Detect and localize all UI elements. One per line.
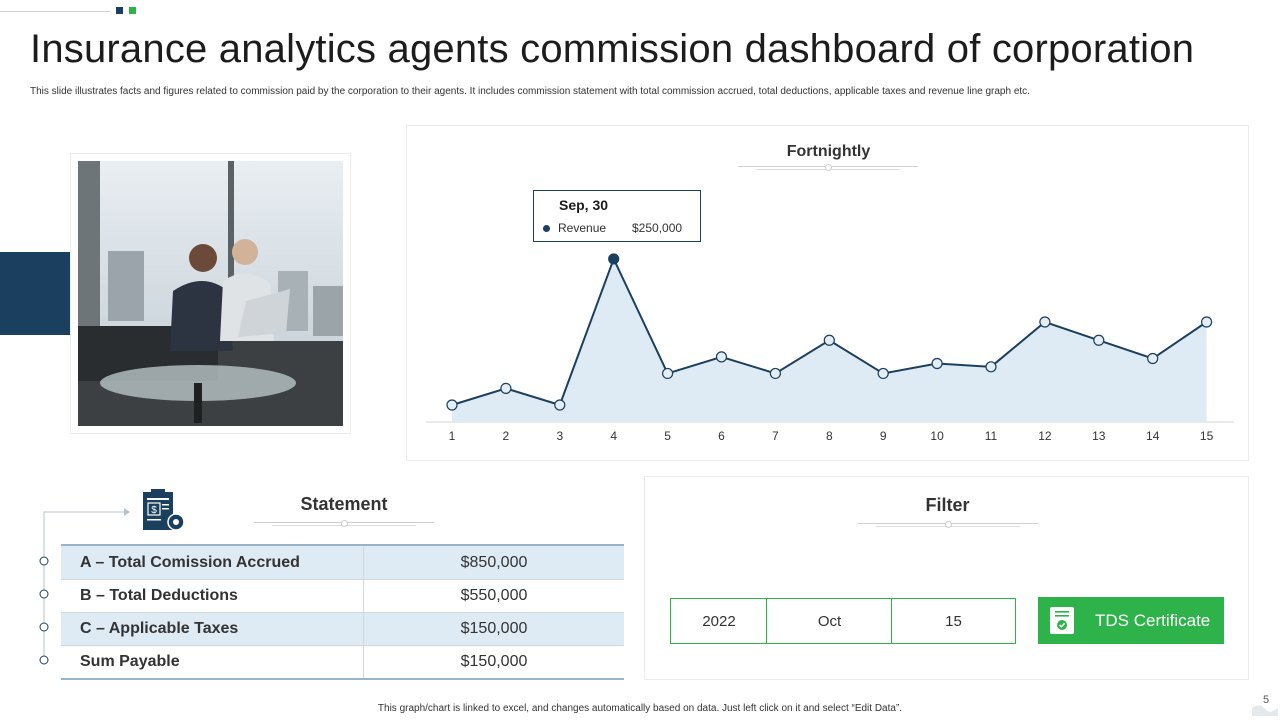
table-row: A – Total Comission Accrued $850,000 [61, 544, 624, 580]
tds-certificate-label: TDS Certificate [1095, 611, 1211, 630]
filter-title: Filter [925, 495, 970, 515]
accent-square-green [129, 7, 136, 14]
clipboard-dollar-gear-icon: $ [141, 489, 187, 533]
row-label: Sum Payable [61, 645, 364, 680]
table-row: B – Total Deductions $550,000 [61, 579, 624, 613]
accent-square-navy [116, 7, 123, 14]
filter-card: Filter 2022 Oct 15 TDS Certificate [644, 476, 1249, 680]
statement-title: Statement [300, 494, 388, 514]
commission-statement-table: A – Total Comission Accrued $850,000 B –… [61, 544, 624, 680]
chart-tooltip: Sep, 30 Revenue $250,000 [533, 190, 701, 242]
tooltip-value: $250,000 [632, 221, 683, 235]
row-label: B – Total Deductions [61, 579, 364, 613]
year-filter[interactable]: 2022 [670, 598, 768, 644]
day-filter[interactable]: 15 [891, 598, 1016, 644]
tooltip-series-name: Revenue [558, 221, 607, 235]
table-row: Sum Payable $150,000 [61, 645, 624, 680]
row-value: $150,000 [363, 645, 624, 680]
row-value: $550,000 [363, 579, 624, 613]
top-accent-line [0, 11, 110, 12]
business-meeting-photo [78, 161, 343, 426]
side-accent-block [0, 252, 71, 335]
certificate-check-icon [1050, 607, 1074, 634]
page-title: Insurance analytics agents commission da… [30, 27, 1195, 71]
row-value: $850,000 [363, 544, 624, 580]
tds-certificate-button[interactable]: TDS Certificate [1038, 597, 1224, 644]
footer-note: This graph/chart is linked to excel, and… [377, 703, 903, 714]
tooltip-series-marker [543, 225, 550, 232]
svg-text:$: $ [151, 505, 157, 516]
page-number: 5 [1263, 694, 1270, 706]
page-subtitle: This slide illustrates facts and figures… [30, 86, 1030, 97]
revenue-chart-card: Fortnightly [406, 125, 1249, 461]
table-row: C – Applicable Taxes $150,000 [61, 612, 624, 646]
row-label: A – Total Comission Accrued [61, 544, 364, 580]
chart-title: Fortnightly [786, 143, 871, 160]
page-number-badge: 5 [1252, 694, 1278, 716]
row-value: $150,000 [363, 612, 624, 646]
tooltip-date: Sep, 30 [559, 197, 609, 213]
row-label: C – Applicable Taxes [61, 612, 364, 646]
month-filter[interactable]: Oct [766, 598, 893, 644]
